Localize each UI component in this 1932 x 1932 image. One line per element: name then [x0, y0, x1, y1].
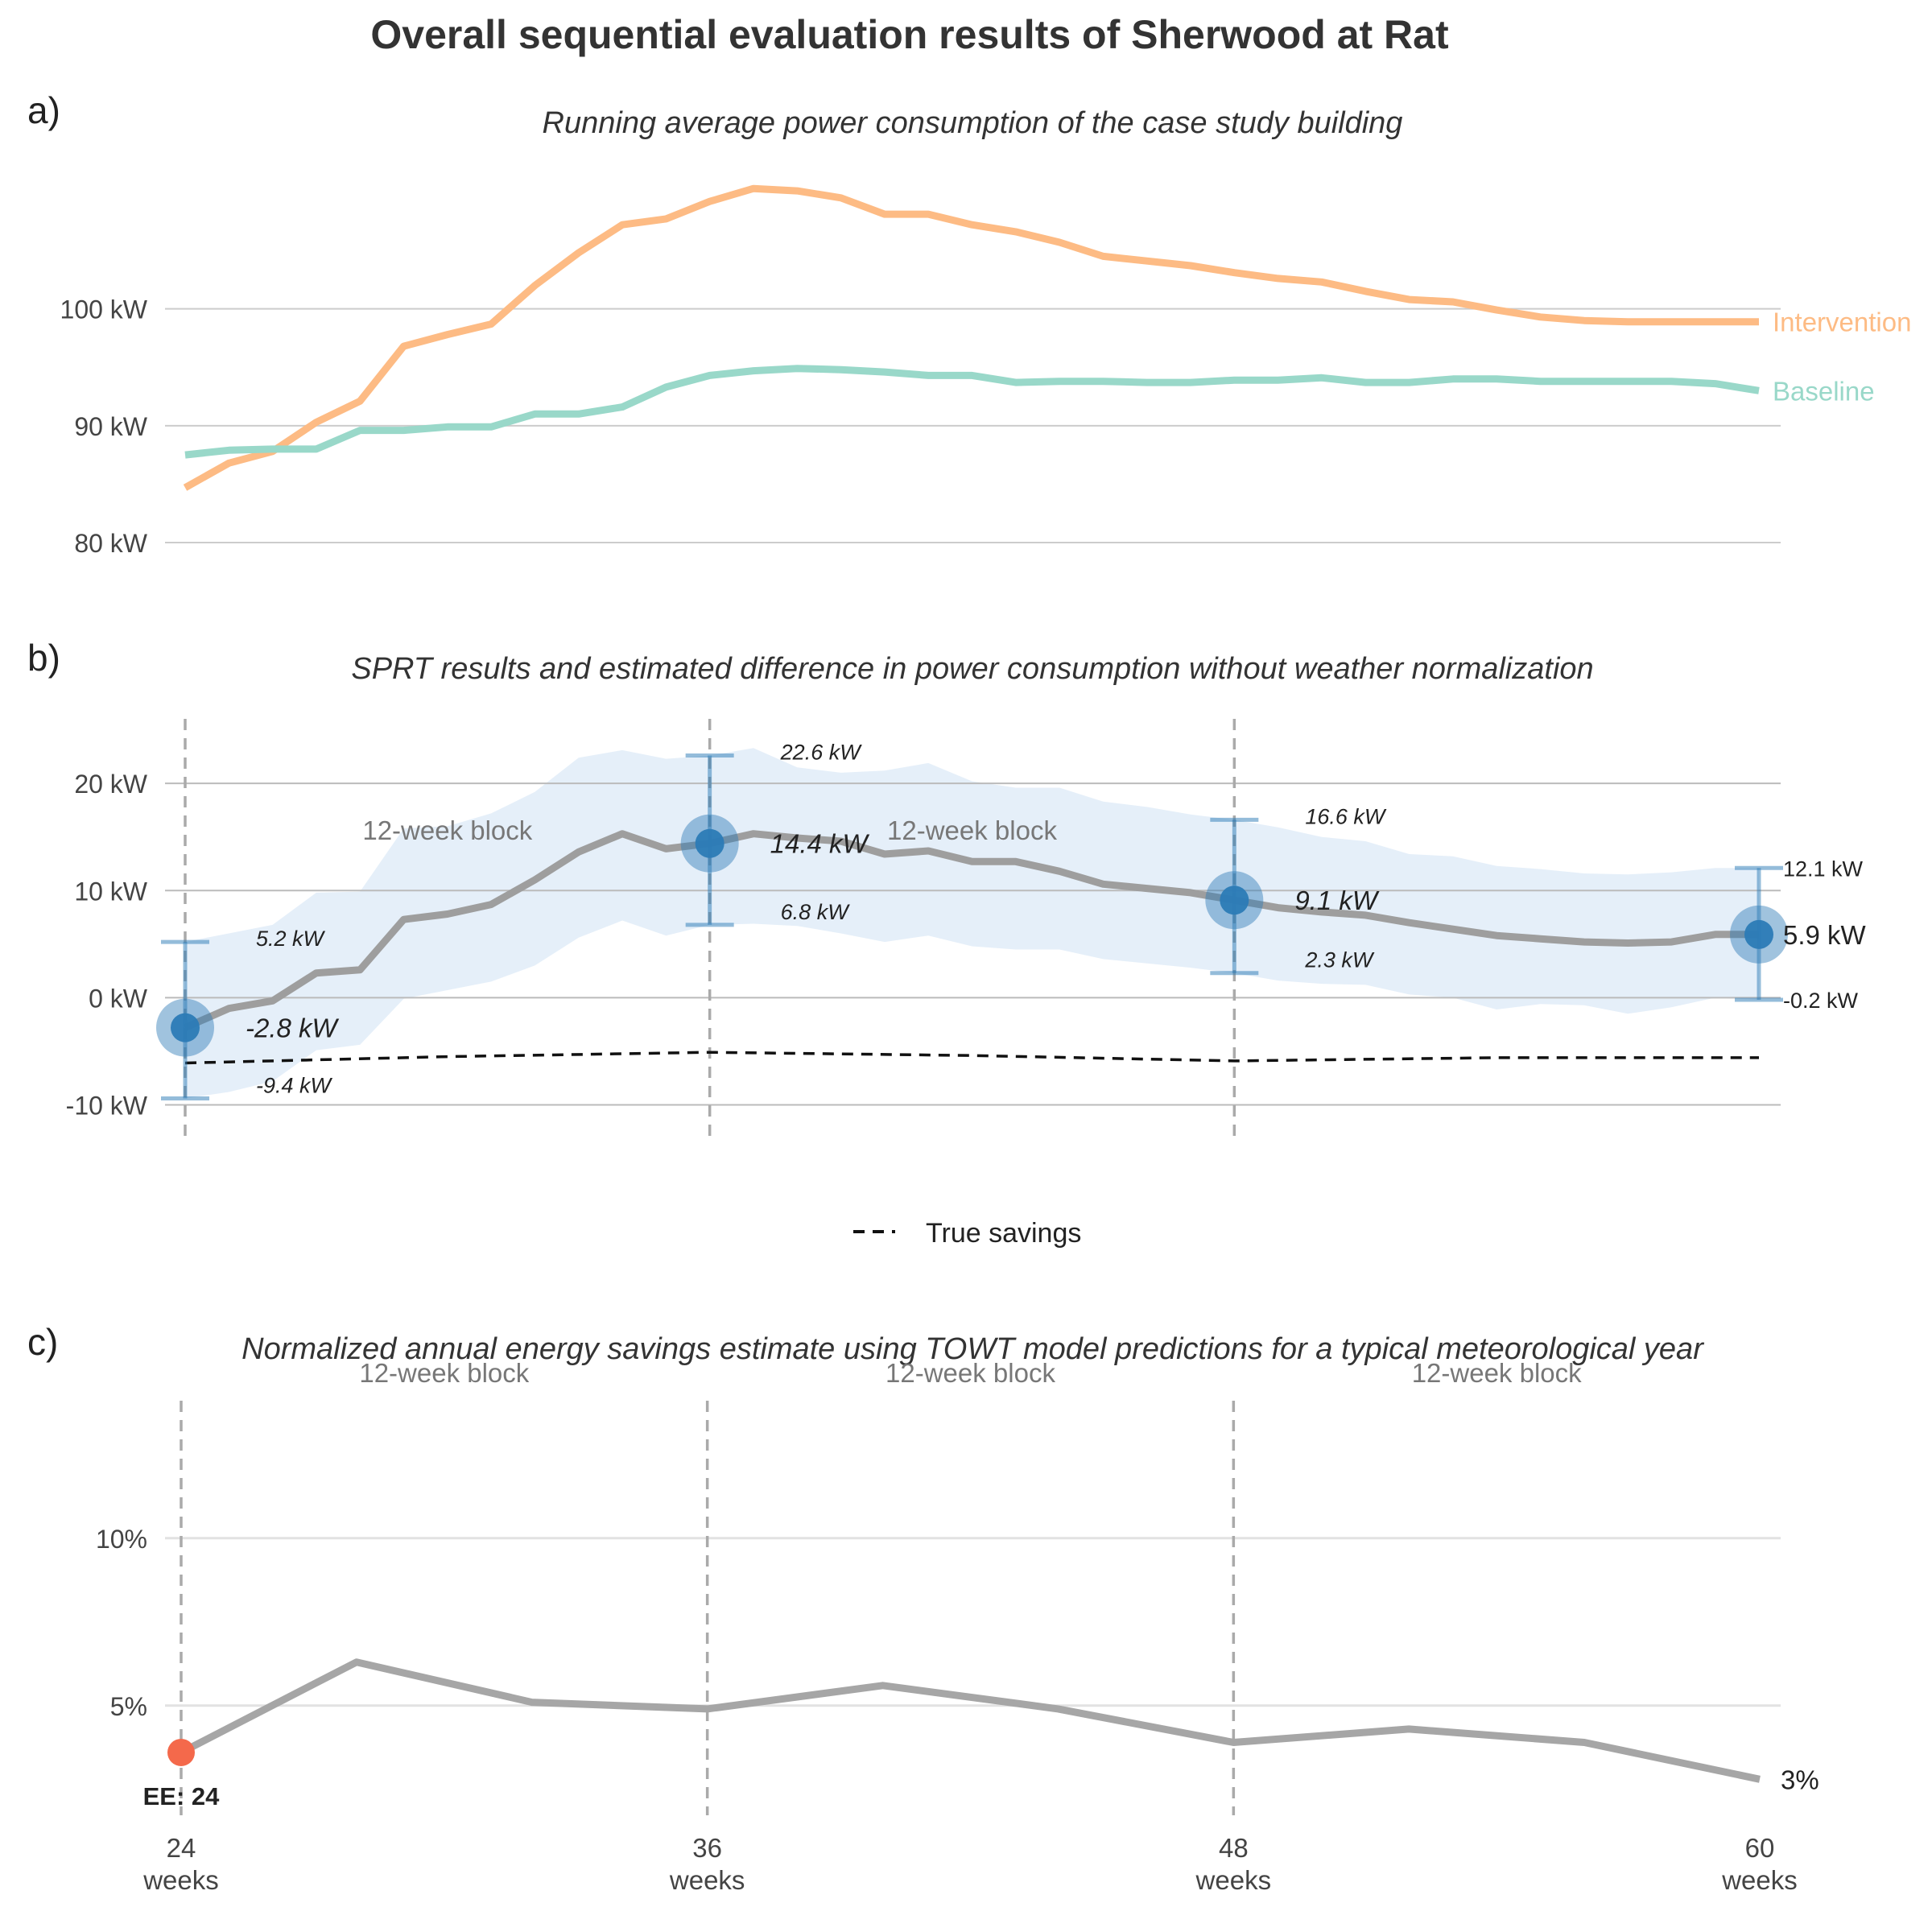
panel-b-y-tick-label: 0 kW	[89, 984, 148, 1013]
panel-b-y-axis: -10 kW 0 kW 10 kW 20 kW	[66, 770, 148, 1120]
panel-c-block-label: 12-week block	[1412, 1358, 1582, 1388]
panel-b-subtitle: SPRT results and estimated difference in…	[351, 652, 1593, 686]
checkpoint-lower-label: -0.2 kW	[1783, 989, 1859, 1013]
panel-a-series-labels: Intervention Baseline	[1773, 308, 1911, 407]
panel-c-y-tick-label: 5%	[110, 1692, 147, 1721]
panel-c-savings-path	[179, 1658, 1761, 1783]
panel-b-true-savings-path	[184, 1051, 1759, 1065]
panel-c-x-tick-number: 60	[1745, 1833, 1775, 1863]
panel-c-end-label: 3%	[1781, 1765, 1819, 1794]
panel-c-x-tick-unit: weeks	[1195, 1865, 1272, 1895]
panel-a-y-axis: 80 kW 90 kW 100 kW	[60, 295, 148, 558]
legend-true-savings-label: True savings	[926, 1218, 1081, 1249]
panel-c-series: 3% EE: 24	[143, 1658, 1819, 1810]
panel-c-subtitle: Normalized annual energy savings estimat…	[242, 1332, 1704, 1366]
checkpoint-upper-label: 5.2 kW	[256, 927, 326, 951]
checkpoint-upper-label: 22.6 kW	[780, 741, 863, 765]
panel-c-y-tick-label: 10%	[96, 1525, 147, 1554]
panel-b-block-labels: 12-week block 12-week block	[362, 815, 1057, 845]
panel-c-block-label: 12-week block	[886, 1358, 1055, 1388]
panel-c: c) Normalized annual energy savings esti…	[27, 1321, 1819, 1895]
panel-b-block-label: 12-week block	[362, 815, 532, 845]
panel-b-legend: True savings	[853, 1218, 1081, 1249]
panel-b-checkpoints: -2.8 kW 5.2 kW -9.4 kW 14.4 kW 22.6 kW 6.8 kW…	[156, 741, 1867, 1100]
checkpoint-upper-label: 12.1 kW	[1783, 857, 1864, 881]
panel-b-block-label: 12-week block	[887, 815, 1057, 845]
panel-a-line-intervention	[183, 184, 1759, 491]
panel-c-x-tick-unit: weeks	[142, 1865, 219, 1895]
figure-title: Overall sequential evaluation results of…	[370, 12, 1449, 57]
panel-a-tag: a)	[27, 89, 60, 131]
checkpoint-point	[1744, 919, 1773, 949]
checkpoint-point	[171, 1013, 200, 1042]
panel-c-grid	[165, 1537, 1781, 1707]
panel-c-x-tick-number: 24	[167, 1833, 196, 1863]
panel-a-y-tick-label: 80 kW	[74, 529, 147, 558]
panel-a-subtitle: Running average power consumption of the…	[543, 106, 1403, 140]
checkpoint-estimate-label: 5.9 kW	[1783, 920, 1867, 950]
panel-c-x-tick-unit: weeks	[1721, 1865, 1798, 1895]
checkpoint-upper-label: 16.6 kW	[1305, 804, 1387, 828]
panel-b-ci-band-area	[185, 748, 1759, 1099]
panel-c-x-tick-number: 48	[1219, 1833, 1249, 1863]
panel-c-y-axis: 5% 10%	[96, 1525, 147, 1721]
panel-b-estimate-line	[184, 830, 1759, 1031]
panel-b-y-tick-label: 10 kW	[74, 877, 147, 906]
panel-c-ee-label: EE: 24	[143, 1782, 221, 1810]
panel-a-series	[183, 184, 1760, 491]
checkpoint-point	[1220, 886, 1249, 915]
panel-c-block-dividers	[180, 1401, 1236, 1815]
panel-b-tag: b)	[27, 637, 60, 679]
panel-a: a) Running average power consumption of …	[27, 89, 1911, 558]
checkpoint-estimate-label: -2.8 kW	[246, 1013, 340, 1043]
panel-c-x-tick-number: 36	[692, 1833, 722, 1863]
panel-a-series-label-intervention: Intervention	[1773, 308, 1911, 337]
panel-c-block-labels: 12-week block 12-week block 12-week block	[359, 1358, 1582, 1388]
panel-a-line-baseline	[184, 365, 1760, 459]
panel-b-grid	[165, 782, 1781, 1106]
panel-c-tag: c)	[27, 1321, 58, 1363]
checkpoint-lower-label: 6.8 kW	[781, 900, 851, 924]
panel-a-y-tick-label: 100 kW	[60, 295, 148, 324]
checkpoint-lower-label: 2.3 kW	[1304, 948, 1375, 972]
checkpoint-point	[695, 828, 724, 858]
panel-c-block-label: 12-week block	[359, 1358, 529, 1388]
panel-a-series-label-baseline: Baseline	[1773, 376, 1875, 406]
panel-c-x-tick-unit: weeks	[669, 1865, 745, 1895]
panel-a-y-tick-label: 90 kW	[74, 412, 147, 441]
panel-b-estimate-path	[184, 830, 1759, 1031]
panel-b-y-tick-label: -10 kW	[66, 1091, 148, 1120]
panel-b-true-savings	[184, 1051, 1759, 1065]
panel-c-ee-point	[167, 1738, 195, 1766]
panel-b-ci-band	[185, 748, 1759, 1099]
panel-b: b) SPRT results and estimated difference…	[27, 637, 1867, 1249]
checkpoint-lower-label: -9.4 kW	[256, 1073, 333, 1097]
checkpoint-estimate-label: 9.1 kW	[1294, 886, 1380, 915]
checkpoint-estimate-label: 14.4 kW	[770, 829, 870, 859]
panel-b-y-tick-label: 20 kW	[74, 770, 147, 799]
